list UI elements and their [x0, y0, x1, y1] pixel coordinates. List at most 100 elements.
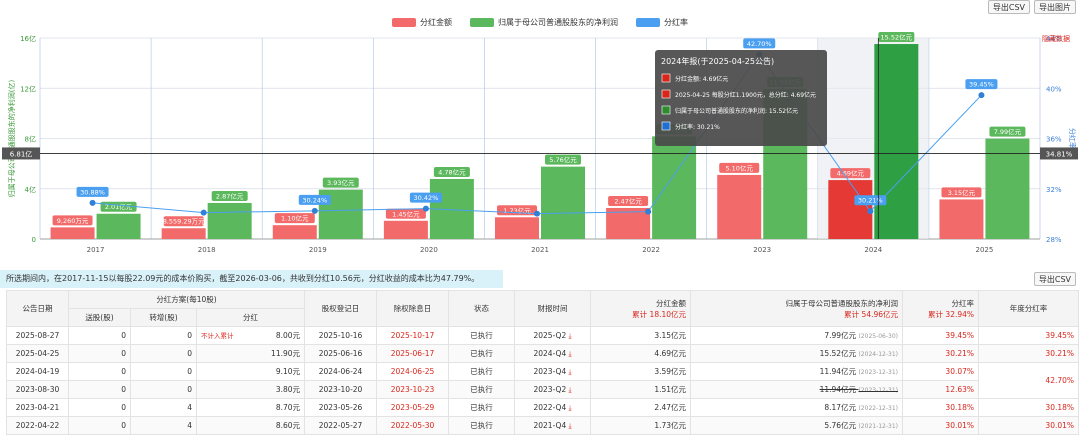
cell-status: 已执行 — [448, 326, 516, 345]
cell-profit: 11.94亿元 (2023-12-31) — [690, 362, 904, 381]
cell-send: 0 — [68, 398, 131, 417]
col-annual-rate: 年度分红率 — [978, 290, 1080, 327]
dividend-label-bg — [830, 168, 871, 179]
cell-transfer: 0 — [130, 362, 197, 381]
pdf-icon[interactable]: ⤓ — [566, 367, 572, 376]
cell-dividend: 8.70元 — [195, 398, 306, 417]
cell-amount: 2.47亿元 — [590, 398, 692, 417]
cell-date: 2025-04-25 — [6, 344, 69, 363]
profit-label-bg — [989, 126, 1026, 137]
cell-rate: 30.07% — [902, 362, 980, 381]
rate-label: 42.70% — [747, 40, 772, 48]
cell-annual-rate: 30.01% — [978, 416, 1080, 435]
table-row[interactable]: 2023-08-30 0 0 3.80元 2023-10-20 2023-10-23 已执行… — [6, 380, 1079, 399]
cell-date: 2025-08-27 — [6, 326, 69, 345]
cell-transfer: 0 — [130, 326, 197, 345]
legend-item[interactable]: 归属于母公司普通股股东的净利润 — [470, 17, 618, 28]
cell-period: 2023-Q2 ⤓ — [514, 380, 592, 399]
pdf-icon[interactable]: ⤓ — [566, 421, 572, 430]
cell-reg-date: 2023-05-26 — [304, 398, 378, 417]
cell-exdiv-date: 2025-10-17 — [376, 326, 450, 345]
col-rate[interactable]: 分红率 累计 32.94% — [902, 290, 980, 327]
dividend-table: 公告日期 分红方案(每10股) 股权登记日 除权除息日 状态 财报时间 分红金额… — [6, 290, 1080, 435]
x-tick-label: 2024 — [864, 246, 882, 254]
dividend-label: 5.10亿元 — [725, 163, 753, 172]
x-tick-label: 2017 — [87, 246, 105, 254]
rate-label-bg — [409, 192, 442, 203]
tooltip-swatch — [661, 105, 671, 115]
pdf-icon[interactable]: ⤓ — [566, 331, 572, 340]
rate-point — [534, 210, 540, 217]
x-tick-label: 2023 — [753, 246, 771, 254]
table-row[interactable]: 2025-04-25 0 0 11.90元 2025-06-16 2025-06-17 已执… — [6, 344, 1080, 363]
cell-send: 0 — [68, 344, 131, 363]
rate-label: 30.24% — [302, 196, 327, 204]
legend-item[interactable]: 分红金额 — [392, 17, 452, 28]
cell-profit: 7.99亿元 (2025-06-30) — [690, 326, 904, 345]
cell-profit: 11.94亿元 (2023-12-31) — [690, 380, 904, 399]
dividend-bar — [383, 220, 428, 239]
legend-label: 分红率 — [664, 18, 688, 27]
tooltip-swatch — [661, 89, 671, 99]
table-row[interactable]: 2024-04-19 0 0 9.10元 2024-06-24 2024-06-25 已执行… — [6, 362, 1080, 399]
rate-point — [422, 205, 429, 212]
cell-send: 0 — [68, 416, 131, 435]
col-profit[interactable]: 归属于母公司普通股股东的净利润 累计 54.96亿元 — [690, 290, 904, 327]
y-left-tick: 12亿 — [20, 84, 36, 93]
cell-send: 0 — [68, 326, 131, 345]
cell-annual-rate: 39.45% — [978, 326, 1080, 345]
y-right-tick: 28% — [1046, 236, 1062, 244]
tooltip-row: 归属于母公司普通股股东的净利润: 15.52亿元 — [675, 107, 798, 115]
rate-point — [978, 92, 985, 99]
cell-rate: 30.21% — [902, 344, 980, 363]
y-left-tick: 8亿 — [25, 135, 36, 144]
cell-date: 2023-08-30 — [6, 380, 69, 399]
cell-reg-date: 2025-10-16 — [304, 326, 378, 345]
dividend-label: 1.10亿元 — [281, 214, 309, 223]
rate-label-bg — [76, 186, 109, 197]
cell-transfer: 0 — [130, 344, 197, 363]
cell-annual-rate: 30.21% — [978, 344, 1080, 363]
hide-data-link[interactable]: 隐藏数据 — [1042, 34, 1070, 43]
cell-transfer: 0 — [130, 380, 197, 399]
tooltip-swatch — [661, 73, 671, 83]
cell-status: 已执行 — [448, 380, 516, 399]
cell-rate: 30.18% — [902, 398, 980, 417]
col-amount[interactable]: 分红金额 累计 18.10亿元 — [590, 290, 692, 327]
legend-item[interactable]: 分红率 — [636, 17, 688, 28]
dividend-label: 4.69亿元 — [837, 169, 865, 178]
dividend-label: 8,559.29万元 — [163, 218, 205, 226]
y-right-tick: 36% — [1046, 136, 1062, 144]
cell-dividend: 8.60元 — [195, 416, 306, 435]
cell-amount: 1.51亿元 — [590, 380, 692, 399]
cell-status: 已执行 — [448, 416, 516, 435]
table-row[interactable]: 2023-04-21 0 4 8.70元 2023-05-26 2023-05-29 已执行… — [6, 398, 1080, 417]
legend-swatch — [470, 18, 494, 27]
dividend-label-bg — [719, 162, 760, 173]
dividend-bar — [828, 180, 873, 239]
cell-period: 2021-Q4 ⤓ — [514, 416, 592, 435]
dividend-label: 1.73亿元 — [503, 206, 531, 215]
x-tick-label: 2022 — [642, 246, 660, 254]
col-dividend: 分红 — [195, 308, 306, 327]
rate-point — [645, 208, 652, 215]
tooltip-box — [655, 50, 827, 146]
dividend-bar — [495, 217, 539, 239]
legend-label: 分红金额 — [420, 18, 452, 27]
table-row[interactable]: 2022-04-22 0 4 8.60元 2022-05-27 2022-05-30 已执行… — [6, 416, 1080, 435]
cell-exdiv-date: 2025-06-17 — [376, 344, 450, 363]
profit-label: 5.76亿元 — [549, 155, 577, 164]
pdf-icon[interactable]: ⤓ — [566, 403, 572, 412]
cell-period: 2025-Q2 ⤓ — [514, 326, 592, 345]
rate-label: 39.45% — [969, 81, 994, 89]
crosshair-left-label-bg — [2, 147, 40, 160]
pdf-icon[interactable]: ⤓ — [566, 385, 572, 394]
export-image-button[interactable]: 导出图片 — [1034, 0, 1076, 14]
rate-label: 30.21% — [858, 197, 883, 205]
cell-amount: 3.59亿元 — [590, 362, 692, 381]
export-csv-button[interactable]: 导出CSV — [1033, 272, 1076, 286]
export-csv-top-button[interactable]: 导出CSV — [987, 0, 1030, 14]
pdf-icon[interactable]: ⤓ — [566, 349, 572, 358]
cell-profit: 8.17亿元 (2022-12-31) — [690, 398, 904, 417]
table-row[interactable]: 2025-08-27 0 0 不计入累计 8.00元 2025-10-16 2025-10-… — [6, 326, 1080, 345]
